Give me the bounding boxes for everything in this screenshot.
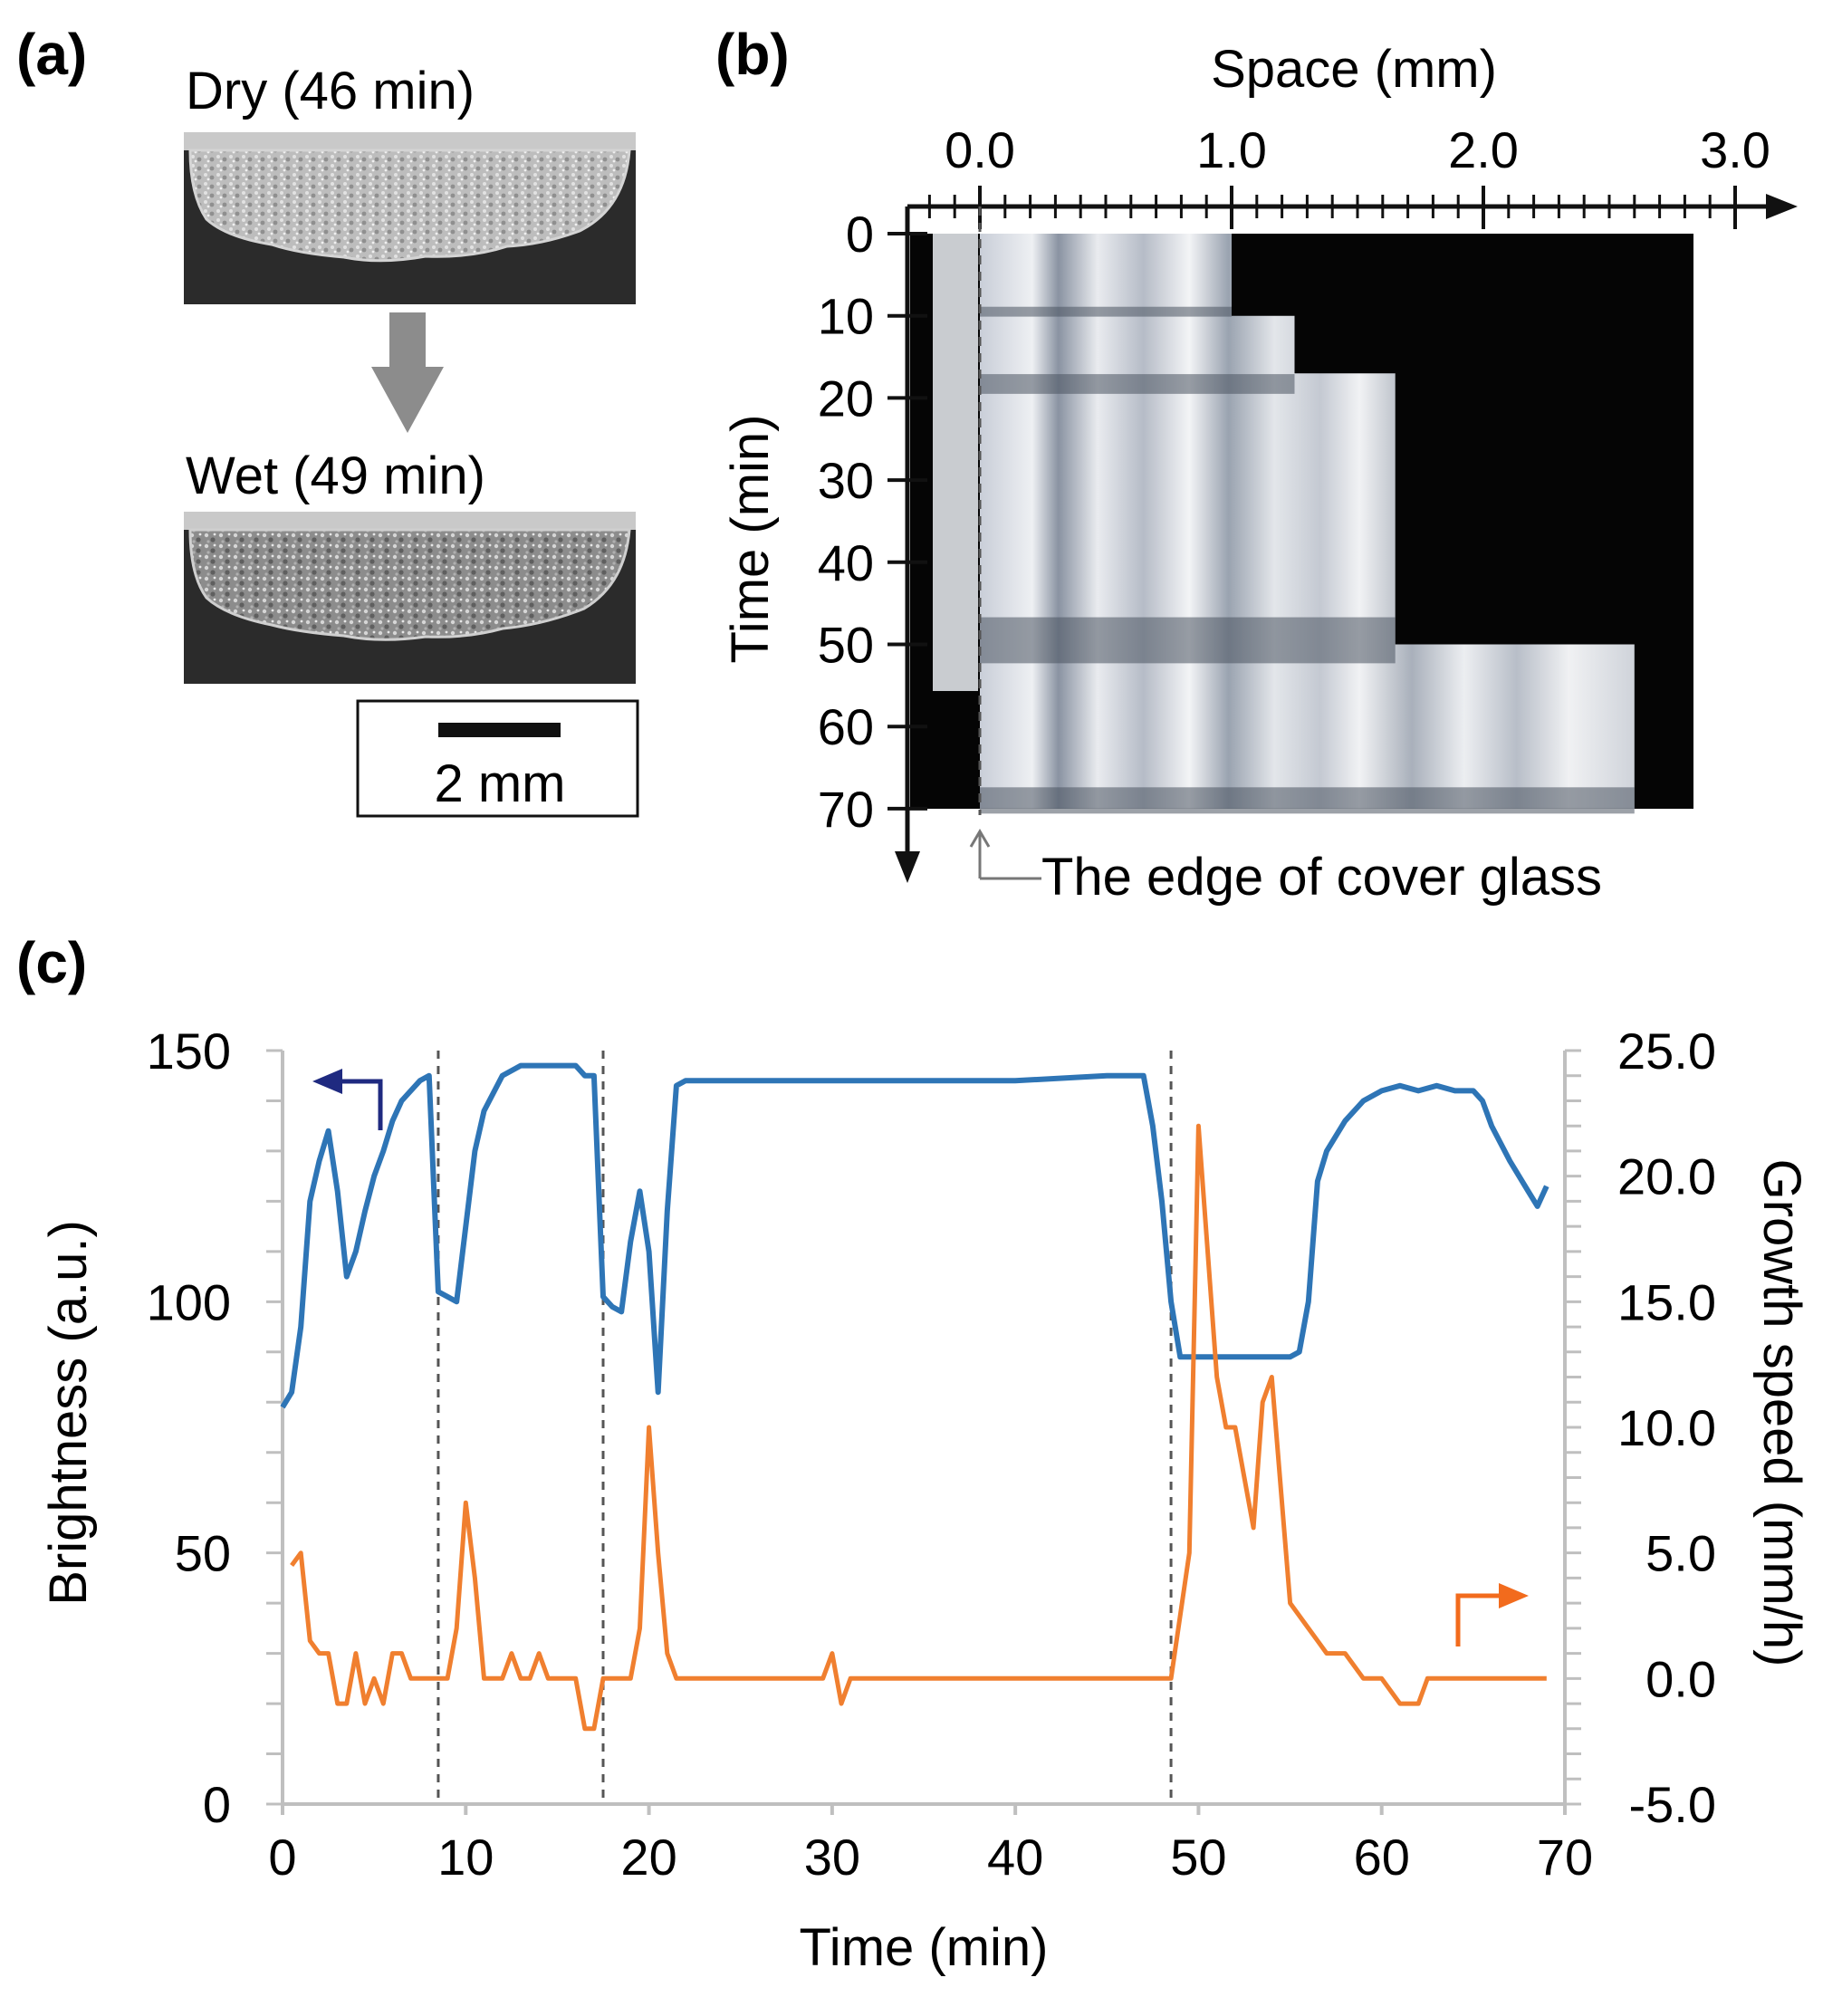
cover-glass-annotation: The edge of cover glass [1041, 848, 1602, 907]
scale-bar-label: 2 mm [435, 754, 566, 813]
event-lines [437, 1051, 1173, 1804]
x-tick-label: 70 [1537, 1829, 1593, 1886]
panel-a-letter: (a) [16, 22, 87, 87]
wet-photo [184, 512, 636, 684]
space-tick-label: 3.0 [1700, 121, 1770, 178]
x-tick-label: 10 [437, 1829, 494, 1886]
space-axis-title: Space (mm) [1211, 40, 1497, 99]
brightness-series-line [280, 1062, 1549, 1409]
cover-glass-pointer [969, 829, 1041, 880]
growth-speed-series-line [290, 1123, 1547, 1732]
time-axis-arrow-icon [895, 851, 920, 883]
right-y-tick-label: 5.0 [1645, 1525, 1716, 1582]
right-y-tick-label: 10.0 [1617, 1399, 1716, 1456]
panel-b-letter: (b) [715, 22, 790, 87]
time-tick-label: 0 [846, 206, 874, 263]
right-y-tick-label: 25.0 [1617, 1022, 1716, 1080]
left-y-tick-label: 150 [147, 1022, 231, 1080]
wet-label: Wet (49 min) [186, 446, 485, 505]
left-y-tick-label: 50 [175, 1525, 231, 1582]
space-axis-arrow-icon [1766, 194, 1798, 219]
scale-bar [438, 723, 561, 737]
left-axis-title: Brightness (a.u.) [39, 1220, 98, 1606]
right-y-ticks: -5.0 0.0 5.0 10.0 15.0 20.0 25.0 [1565, 1022, 1716, 1833]
right-axis-indicator-icon [1455, 1583, 1529, 1646]
time-tick-label: 20 [818, 370, 874, 427]
panel-c-letter: (c) [16, 930, 87, 995]
scale-bar-box: 2 mm [356, 699, 639, 818]
dark-bands [980, 306, 1635, 814]
right-y-tick-label: 20.0 [1617, 1148, 1716, 1205]
dark-band [980, 374, 1295, 394]
space-tick-label: 1.0 [1196, 121, 1267, 178]
space-tick-label: 2.0 [1448, 121, 1519, 178]
panel-c: (c) 0 10 20 30 40 50 60 70 0 50 100 150 -5.0 0.0 5.0… [16, 930, 1811, 1977]
time-tick-label: 10 [818, 288, 874, 345]
left-y-tick-label: 100 [147, 1273, 231, 1330]
time-axis-title: Time (min) [721, 415, 780, 664]
x-axis-title: Time (min) [800, 1918, 1049, 1977]
x-tick-label: 40 [987, 1829, 1043, 1886]
dark-band [980, 617, 1396, 664]
x-tick-label: 60 [1354, 1829, 1410, 1886]
dark-band [980, 787, 1635, 814]
space-ticks: 0.0 1.0 2.0 3.0 [927, 121, 1770, 229]
right-y-tick-label: 15.0 [1617, 1273, 1716, 1330]
right-y-tick-label: -5.0 [1629, 1776, 1717, 1833]
left-axis-indicator-icon [312, 1069, 383, 1130]
time-tick-label: 70 [818, 781, 874, 838]
x-tick-label: 20 [620, 1829, 676, 1886]
down-arrow [371, 312, 444, 433]
panel-b: (b) Space (mm) Time (min) 0.0 1.0 2.0 3.0 0… [715, 22, 1798, 907]
x-tick-label: 50 [1170, 1829, 1226, 1886]
dry-photo [184, 132, 636, 304]
left-y-tick-label: 0 [203, 1776, 231, 1833]
time-ticks: 0 10 20 30 40 50 60 70 [818, 206, 927, 838]
dry-label: Dry (46 min) [186, 62, 475, 120]
right-y-tick-label: 0.0 [1645, 1650, 1716, 1707]
x-tick-label: 0 [268, 1829, 296, 1886]
time-tick-label: 60 [818, 698, 874, 755]
time-tick-label: 40 [818, 534, 874, 591]
x-tick-label: 30 [804, 1829, 860, 1886]
x-ticks: 0 10 20 30 40 50 60 70 [268, 1804, 1593, 1886]
panel-a: (a) Dry (46 min) Wet (49 min) 2 mm [16, 22, 639, 818]
time-tick-label: 50 [818, 617, 874, 674]
left-y-ticks: 0 50 100 150 [147, 1022, 283, 1833]
space-tick-label: 0.0 [945, 121, 1015, 178]
dark-band [980, 306, 1232, 317]
kymograph [910, 234, 1693, 814]
time-tick-label: 30 [818, 452, 874, 509]
right-axis-title: Growth speed (mm/h) [1752, 1159, 1811, 1667]
series-points [282, 1065, 1547, 1729]
